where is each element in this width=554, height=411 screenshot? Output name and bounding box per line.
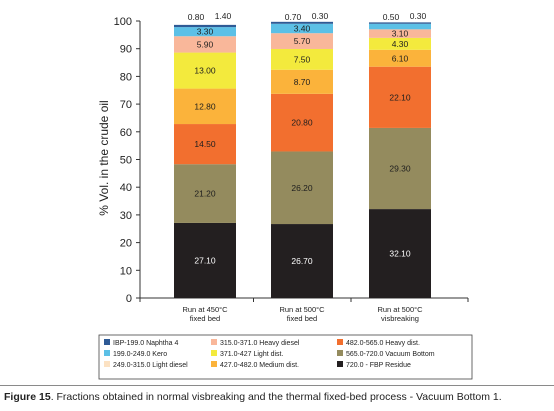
x-category-label: fixed bed [190, 314, 220, 323]
data-label: 29.30 [389, 164, 411, 174]
legend-swatch [211, 339, 217, 345]
data-label: 14.50 [194, 139, 216, 149]
chart-legend: IBP-199.0 Naphtha 4 199.0-249.0 Kero 249.0… [98, 334, 473, 380]
data-label: 5.70 [294, 36, 311, 46]
legend-swatch [337, 361, 343, 367]
bar-segment [174, 36, 236, 53]
data-label: 13.00 [194, 66, 216, 76]
data-label: 0.80 [188, 12, 205, 22]
y-tick-label: 0 [126, 293, 132, 305]
data-label: 3.30 [197, 27, 214, 37]
legend-swatch [104, 339, 110, 345]
data-label: 7.50 [294, 54, 311, 64]
x-category-label: Run at 450°C [182, 305, 228, 314]
bar-segment [174, 222, 236, 298]
y-axis-label: % Vol. in the crude oil [97, 100, 111, 215]
legend-entry: 315.0-371.0 Heavy diesel [220, 340, 300, 347]
legend-swatch [337, 339, 343, 345]
caption-figure-number: Figure 15 [4, 391, 51, 403]
legend-entry: 371.0-427 Light dist. [220, 351, 283, 358]
legend-entry: 427.0-482.0 Medium dist. [220, 362, 299, 369]
bar-segment [174, 24, 236, 28]
data-label: 4.30 [392, 39, 409, 49]
y-tick-label: 90 [120, 44, 132, 56]
x-category-label: Run at 500°C [377, 305, 423, 314]
figure-caption: Figure 15. Fractions obtained in normal … [4, 391, 552, 403]
data-label: 0.30 [410, 11, 427, 21]
bar-segment [271, 33, 333, 49]
y-tick-label: 40 [120, 182, 132, 194]
data-label: 21.20 [194, 189, 216, 199]
x-category-label: Run at 500°C [279, 305, 325, 314]
bar-segment [369, 29, 431, 38]
legend-entry: IBP-199.0 Naphtha 4 [113, 340, 178, 347]
data-label: 3.40 [294, 23, 311, 33]
caption-text: . Fractions obtained in normal visbreaki… [50, 391, 502, 403]
data-label: 26.70 [291, 256, 313, 266]
y-tick-label: 30 [120, 210, 132, 222]
data-label: 5.90 [197, 39, 214, 49]
legend-entry: 720.0 - FBP Residue [346, 362, 411, 369]
data-label: 8.70 [294, 77, 311, 87]
y-tick-label: 10 [120, 265, 132, 277]
bar-segment [271, 151, 333, 225]
legend-swatch [211, 350, 217, 356]
legend-box [98, 334, 473, 380]
legend-entry: 565.0-720.0 Vacuum Bottom [346, 351, 435, 358]
bar-segment [174, 88, 236, 125]
data-label: 12.80 [194, 101, 216, 111]
y-tick-label: 70 [120, 99, 132, 111]
legend-entry: 249.0-315.0 Light diesel [113, 362, 188, 369]
y-tick-label: 60 [120, 127, 132, 139]
y-tick-label: 20 [120, 238, 132, 250]
x-category-label: fixed bed [287, 314, 317, 323]
data-label: 26.20 [291, 183, 313, 193]
bar-segment [369, 127, 431, 210]
chart-data-labels: 27.10 21.20 14.50 12.80 13.00 5.90 3.30 0.80 1.4… [188, 11, 427, 266]
chart-bars [174, 21, 431, 298]
data-label: 1.40 [215, 11, 232, 21]
data-label: 0.50 [383, 12, 400, 22]
bar-segment [369, 49, 431, 67]
bar-segment [369, 209, 431, 298]
bar-segment [271, 23, 333, 34]
data-label: 32.10 [389, 249, 411, 259]
y-tick-label: 100 [114, 16, 132, 28]
data-label: 0.70 [285, 12, 302, 22]
data-label: 22.10 [389, 92, 411, 102]
bar-segment [271, 224, 333, 298]
bar-segment [369, 22, 431, 24]
legend-swatch [104, 350, 110, 356]
caption-separator [0, 385, 554, 386]
bar-segment [174, 27, 236, 37]
bar-segment [174, 164, 236, 223]
y-tick-label: 80 [120, 71, 132, 83]
bar-segment [369, 37, 431, 50]
legend-swatch [337, 350, 343, 356]
bar-segment [369, 23, 431, 30]
data-label: 6.10 [392, 53, 409, 63]
bar-segment [174, 124, 236, 165]
y-tick-label: 50 [120, 155, 132, 167]
data-label: 0.30 [312, 11, 329, 21]
legend-entry: 482.0-565.0 Heavy dist. [346, 340, 420, 347]
data-label: 20.80 [291, 118, 313, 128]
bar-segment [271, 21, 333, 24]
data-label: 3.10 [392, 29, 409, 39]
data-label: 27.10 [194, 255, 216, 265]
bar-segment [271, 93, 333, 152]
bar-segment [174, 52, 236, 89]
bar-segment [271, 69, 333, 94]
legend-swatch [104, 361, 110, 367]
legend-swatch [211, 361, 217, 367]
x-category-label: visbreaking [381, 314, 419, 323]
bar-segment [271, 48, 333, 70]
bar-segment [369, 66, 431, 128]
legend-entry: 199.0-249.0 Kero [113, 351, 167, 358]
